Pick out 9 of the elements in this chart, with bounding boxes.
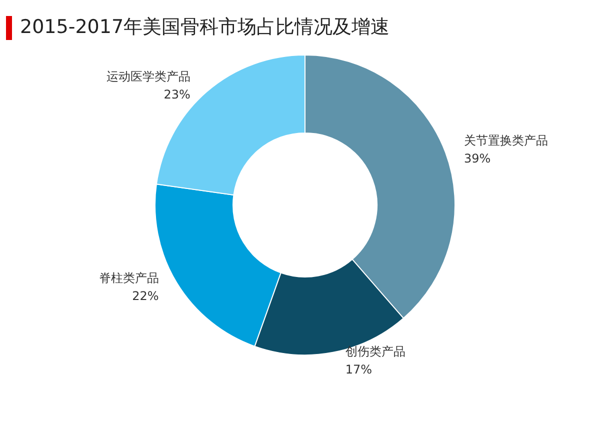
slice-label: 关节置换类产品 xyxy=(464,134,548,148)
slice-label: 创伤类产品 xyxy=(345,344,406,358)
data-label: 39% xyxy=(464,152,491,166)
chart-title: 2015-2017年美国骨科市场占比情况及增速 xyxy=(20,15,390,40)
data-label: 22% xyxy=(132,288,159,303)
slice-label: 运动医学类产品 xyxy=(106,70,190,84)
data-label: 17% xyxy=(345,362,372,376)
data-label: 23% xyxy=(164,88,190,102)
slice-label: 脊柱类产品 xyxy=(98,270,159,285)
